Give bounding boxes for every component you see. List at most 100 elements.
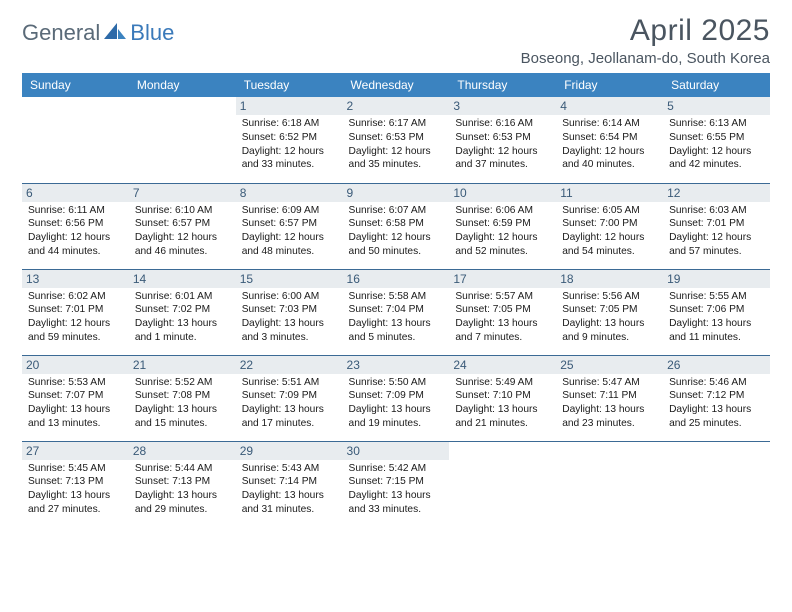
calendar-day-cell: 26Sunrise: 5:46 AMSunset: 7:12 PMDayligh… [663, 355, 770, 441]
daylight-text-1: Daylight: 13 hours [135, 317, 230, 331]
calendar-day-cell: 11Sunrise: 6:05 AMSunset: 7:00 PMDayligh… [556, 183, 663, 269]
day-detail: Sunrise: 6:07 AMSunset: 6:58 PMDaylight:… [349, 204, 444, 259]
calendar-day-cell: 6Sunrise: 6:11 AMSunset: 6:56 PMDaylight… [22, 183, 129, 269]
sunrise-text: Sunrise: 5:52 AM [135, 376, 230, 390]
day-number: 14 [129, 270, 236, 288]
sunset-text: Sunset: 7:02 PM [135, 303, 230, 317]
sunrise-text: Sunrise: 6:05 AM [562, 204, 657, 218]
sunset-text: Sunset: 7:06 PM [669, 303, 764, 317]
daylight-text-1: Daylight: 13 hours [562, 317, 657, 331]
daylight-text-1: Daylight: 13 hours [455, 403, 550, 417]
sunrise-text: Sunrise: 6:17 AM [349, 117, 444, 131]
day-detail: Sunrise: 5:47 AMSunset: 7:11 PMDaylight:… [562, 376, 657, 431]
daylight-text-2: and 48 minutes. [242, 245, 337, 259]
day-number: 18 [556, 270, 663, 288]
sunrise-text: Sunrise: 5:51 AM [242, 376, 337, 390]
daylight-text-2: and 40 minutes. [562, 158, 657, 172]
daylight-text-2: and 9 minutes. [562, 331, 657, 345]
sunrise-text: Sunrise: 6:14 AM [562, 117, 657, 131]
sunset-text: Sunset: 7:04 PM [349, 303, 444, 317]
weekday-header: Tuesday [236, 73, 343, 97]
day-detail: Sunrise: 6:16 AMSunset: 6:53 PMDaylight:… [455, 117, 550, 172]
calendar-day-cell [663, 441, 770, 527]
calendar-day-cell: 14 Sunrise: 6:01 AMSunset: 7:02 PMDayligh… [129, 269, 236, 355]
daylight-text-2: and 46 minutes. [135, 245, 230, 259]
daylight-text-1: Daylight: 12 hours [349, 145, 444, 159]
daylight-text-1: Daylight: 13 hours [669, 403, 764, 417]
sunrise-text: Sunrise: 5:45 AM [28, 462, 123, 476]
daylight-text-1: Daylight: 12 hours [562, 231, 657, 245]
daylight-text-2: and 21 minutes. [455, 417, 550, 431]
day-number: 16 [343, 270, 450, 288]
sunrise-text: Sunrise: 5:47 AM [562, 376, 657, 390]
calendar-day-cell: 20Sunrise: 5:53 AMSunset: 7:07 PMDayligh… [22, 355, 129, 441]
sunset-text: Sunset: 7:09 PM [349, 389, 444, 403]
day-detail: Sunrise: 6:14 AMSunset: 6:54 PMDaylight:… [562, 117, 657, 172]
sunset-text: Sunset: 7:13 PM [135, 475, 230, 489]
day-number: 27 [22, 442, 129, 460]
calendar-day-cell: 3Sunrise: 6:16 AMSunset: 6:53 PMDaylight… [449, 97, 556, 183]
sunrise-text: Sunrise: 5:56 AM [562, 290, 657, 304]
day-number: 21 [129, 356, 236, 374]
day-detail: Sunrise: 5:56 AMSunset: 7:05 PMDaylight:… [562, 290, 657, 345]
daylight-text-2: and 3 minutes. [242, 331, 337, 345]
day-detail: Sunrise: 6:13 AMSunset: 6:55 PMDaylight:… [669, 117, 764, 172]
day-detail: Sunrise: 6:03 AMSunset: 7:01 PMDaylight:… [669, 204, 764, 259]
day-number: 28 [129, 442, 236, 460]
sunrise-text: Sunrise: 5:50 AM [349, 376, 444, 390]
calendar-day-cell: 15Sunrise: 6:00 AMSunset: 7:03 PMDayligh… [236, 269, 343, 355]
sunrise-text: Sunrise: 5:43 AM [242, 462, 337, 476]
calendar-day-cell: 16Sunrise: 5:58 AMSunset: 7:04 PMDayligh… [343, 269, 450, 355]
sunrise-text: Sunrise: 5:55 AM [669, 290, 764, 304]
day-detail: Sunrise: 5:43 AMSunset: 7:14 PMDaylight:… [242, 462, 337, 517]
sunset-text: Sunset: 6:59 PM [455, 217, 550, 231]
day-detail: Sunrise: 5:45 AMSunset: 7:13 PMDaylight:… [28, 462, 123, 517]
day-detail: Sunrise: 6:09 AMSunset: 6:57 PMDaylight:… [242, 204, 337, 259]
calendar-day-cell: 1Sunrise: 6:18 AMSunset: 6:52 PMDaylight… [236, 97, 343, 183]
daylight-text-2: and 57 minutes. [669, 245, 764, 259]
daylight-text-1: Daylight: 12 hours [242, 231, 337, 245]
daylight-text-1: Daylight: 13 hours [562, 403, 657, 417]
calendar-day-cell: 5 Sunrise: 6:13 AMSunset: 6:55 PMDaylight… [663, 97, 770, 183]
calendar-week-row: 1Sunrise: 6:18 AMSunset: 6:52 PMDaylight… [22, 97, 770, 183]
sunset-text: Sunset: 7:10 PM [455, 389, 550, 403]
sunset-text: Sunset: 7:01 PM [28, 303, 123, 317]
calendar-day-cell: 8Sunrise: 6:09 AMSunset: 6:57 PMDaylight… [236, 183, 343, 269]
sunrise-text: Sunrise: 6:06 AM [455, 204, 550, 218]
day-number: 26 [663, 356, 770, 374]
sunrise-text: Sunrise: 6:07 AM [349, 204, 444, 218]
calendar-day-cell [129, 97, 236, 183]
daylight-text-2: and 33 minutes. [349, 503, 444, 517]
calendar-day-cell: 7Sunrise: 6:10 AMSunset: 6:57 PMDaylight… [129, 183, 236, 269]
calendar-day-cell: 13 Sunrise: 6:02 AMSunset: 7:01 PMDayligh… [22, 269, 129, 355]
calendar-day-cell: 4Sunrise: 6:14 AMSunset: 6:54 PMDaylight… [556, 97, 663, 183]
day-number: 1 [236, 97, 343, 115]
daylight-text-2: and 23 minutes. [562, 417, 657, 431]
day-detail: Sunrise: 6:02 AMSunset: 7:01 PMDaylight:… [28, 290, 123, 345]
calendar-week-row: 27 Sunrise: 5:45 AMSunset: 7:13 PMDayligh… [22, 441, 770, 527]
day-detail: Sunrise: 6:01 AMSunset: 7:02 PMDaylight:… [135, 290, 230, 345]
calendar-day-cell [22, 97, 129, 183]
weekday-header: Thursday [449, 73, 556, 97]
daylight-text-2: and 29 minutes. [135, 503, 230, 517]
day-number: 5 [663, 97, 770, 115]
daylight-text-1: Daylight: 13 hours [242, 317, 337, 331]
day-detail: Sunrise: 6:17 AMSunset: 6:53 PMDaylight:… [349, 117, 444, 172]
daylight-text-1: Daylight: 12 hours [669, 145, 764, 159]
calendar-day-cell: 19Sunrise: 5:55 AMSunset: 7:06 PMDayligh… [663, 269, 770, 355]
day-number: 13 [22, 270, 129, 288]
calendar-week-row: 6Sunrise: 6:11 AMSunset: 6:56 PMDaylight… [22, 183, 770, 269]
sunset-text: Sunset: 7:00 PM [562, 217, 657, 231]
daylight-text-1: Daylight: 13 hours [349, 403, 444, 417]
calendar-body: 1Sunrise: 6:18 AMSunset: 6:52 PMDaylight… [22, 97, 770, 527]
daylight-text-1: Daylight: 13 hours [349, 317, 444, 331]
calendar-week-row: 20Sunrise: 5:53 AMSunset: 7:07 PMDayligh… [22, 355, 770, 441]
daylight-text-2: and 52 minutes. [455, 245, 550, 259]
day-detail: Sunrise: 5:52 AMSunset: 7:08 PMDaylight:… [135, 376, 230, 431]
daylight-text-1: Daylight: 12 hours [28, 231, 123, 245]
sunrise-text: Sunrise: 6:09 AM [242, 204, 337, 218]
daylight-text-2: and 35 minutes. [349, 158, 444, 172]
page-title: April 2025 [521, 14, 770, 48]
calendar-day-cell [556, 441, 663, 527]
daylight-text-1: Daylight: 13 hours [669, 317, 764, 331]
